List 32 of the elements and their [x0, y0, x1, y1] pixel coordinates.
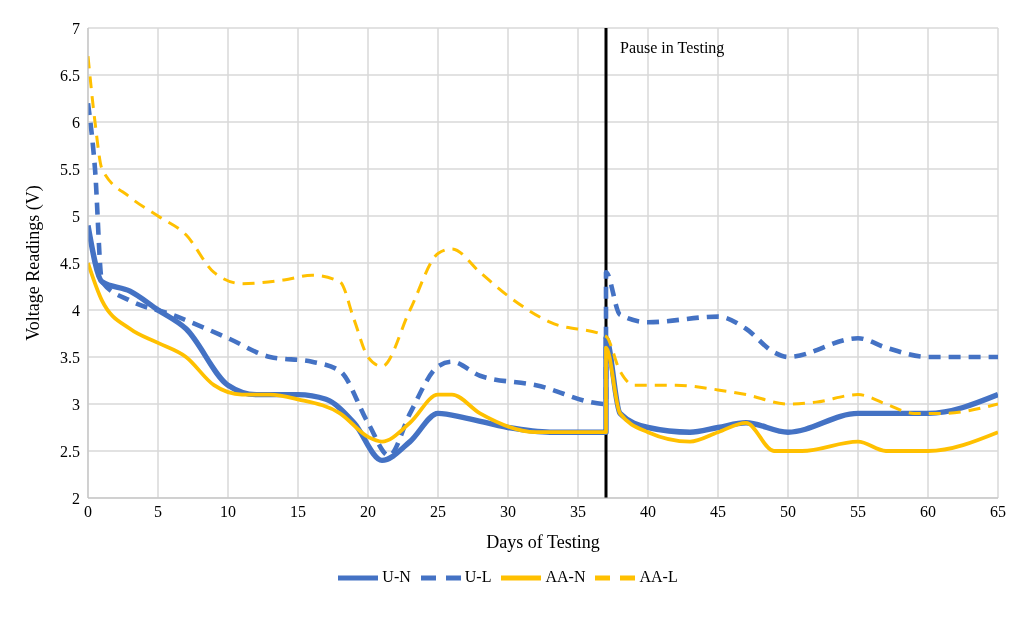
y-tick-label: 2 — [72, 489, 80, 507]
y-tick-label: 5 — [72, 207, 80, 225]
y-tick-label: 3.5 — [60, 348, 80, 366]
legend-label: AA-N — [545, 567, 586, 585]
y-tick-label: 3 — [72, 395, 80, 413]
x-tick-label: 55 — [850, 503, 866, 521]
x-tick-label: 40 — [640, 503, 656, 521]
y-axis-title: Voltage Readings (V) — [23, 185, 45, 341]
y-tick-label: 6 — [72, 113, 80, 131]
x-tick-label: 20 — [360, 503, 376, 521]
x-tick-label: 50 — [780, 503, 796, 521]
x-tick-label: 15 — [290, 503, 306, 521]
x-tick-label: 25 — [430, 503, 446, 521]
y-tick-label: 4 — [72, 301, 80, 319]
y-tick-label: 2.5 — [60, 442, 80, 460]
y-tick-label: 5.5 — [60, 160, 80, 178]
x-axis-title: Days of Testing — [486, 532, 600, 552]
legend-label: U-L — [464, 567, 492, 585]
legend-label: AA-L — [639, 567, 678, 585]
x-tick-label: 30 — [500, 503, 516, 521]
y-tick-label: 6.5 — [60, 66, 80, 84]
x-tick-label: 60 — [920, 503, 936, 521]
x-tick-label: 10 — [220, 503, 236, 521]
ref-line-label: Pause in Testing — [620, 39, 725, 58]
x-tick-label: 45 — [710, 503, 726, 521]
y-tick-label: 4.5 — [60, 254, 80, 272]
legend-label: U-N — [382, 567, 411, 585]
y-tick-label: 7 — [72, 19, 80, 37]
x-tick-label: 0 — [84, 503, 92, 521]
x-tick-label: 65 — [990, 503, 1006, 521]
x-tick-label: 35 — [570, 503, 586, 521]
x-tick-label: 5 — [154, 503, 162, 521]
